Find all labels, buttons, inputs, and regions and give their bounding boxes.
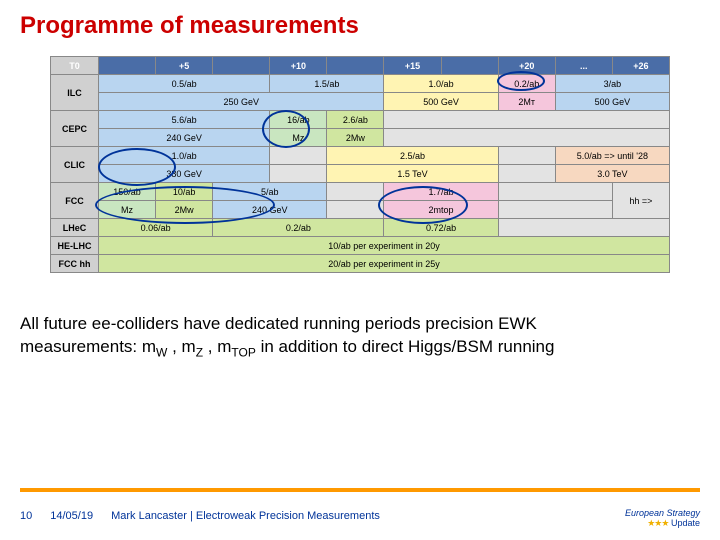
- footer-date: 14/05/19: [50, 510, 93, 522]
- row-header: CEPC: [51, 111, 99, 147]
- data-cell: [498, 183, 612, 201]
- page-number: 10: [20, 510, 32, 522]
- table-row: 240 GeVMz2Mw: [51, 129, 670, 147]
- table-row: FCC hh20/ab per experiment in 25y: [51, 255, 670, 273]
- data-cell: 10/ab: [156, 183, 213, 201]
- footer-author: Mark Lancaster | Electroweak Precision M…: [111, 510, 380, 522]
- data-cell: 2.6/ab: [327, 111, 384, 129]
- col-header: +10: [270, 57, 327, 75]
- data-cell: 5.6/ab: [99, 111, 270, 129]
- data-cell: Mz: [270, 129, 327, 147]
- data-cell: 2Mw: [156, 201, 213, 219]
- row-header: LHeC: [51, 219, 99, 237]
- data-cell: Mz: [99, 201, 156, 219]
- data-cell: [498, 201, 612, 219]
- col-header: T0: [51, 57, 99, 75]
- data-cell: 2Mw: [327, 129, 384, 147]
- timeline-table: T0+5+10+15+20...+26 ILC0.5/ab1.5/ab1.0/a…: [50, 56, 670, 273]
- data-cell: 240 GeV: [99, 129, 270, 147]
- data-cell: 1.5/ab: [270, 75, 384, 93]
- footer: 10 14/05/19 Mark Lancaster | Electroweak…: [20, 510, 700, 522]
- data-cell: 20/ab per experiment in 25y: [99, 255, 670, 273]
- row-header: HE-LHC: [51, 237, 99, 255]
- col-header: +5: [156, 57, 213, 75]
- data-cell: [498, 165, 555, 183]
- row-header: ILC: [51, 75, 99, 111]
- data-cell: 2Mᴛ: [498, 93, 555, 111]
- data-cell: [498, 219, 669, 237]
- data-cell: 0.2/ab: [213, 219, 384, 237]
- data-cell: 500 GeV: [555, 93, 669, 111]
- data-cell: 380 GeV: [99, 165, 270, 183]
- slide-title: Programme of measurements: [0, 0, 720, 48]
- data-cell: 240 GeV: [213, 201, 327, 219]
- summary-text: All future ee-colliders have dedicated r…: [0, 273, 720, 361]
- table-row: 250 GeV500 GeV2Mᴛ500 GeV: [51, 93, 670, 111]
- table-row: LHeC0.06/ab0.2/ab0.72/ab: [51, 219, 670, 237]
- data-cell: 150/ab: [99, 183, 156, 201]
- data-cell: 1.0/ab: [384, 75, 498, 93]
- table-row: CLIC1.0/ab2.5/ab5.0/ab => until '28: [51, 147, 670, 165]
- data-cell: 1.7/ab: [384, 183, 498, 201]
- data-cell: 500 GeV: [384, 93, 498, 111]
- european-strategy-logo: European Strategy ★★★ Update: [625, 509, 700, 528]
- divider-bar: [20, 488, 700, 492]
- data-cell: 16/ab: [270, 111, 327, 129]
- data-cell: 2.5/ab: [327, 147, 498, 165]
- data-cell: 250 GeV: [99, 93, 384, 111]
- col-header: [441, 57, 498, 75]
- row-header: CLIC: [51, 147, 99, 183]
- row-header: FCC hh: [51, 255, 99, 273]
- data-cell: hh =>: [612, 183, 669, 219]
- data-cell: [327, 201, 384, 219]
- data-cell: 0.2/ab: [498, 75, 555, 93]
- table-row: 380 GeV 1.5 TeV 3.0 TeV: [51, 165, 670, 183]
- data-cell: 1.5 TeV: [327, 165, 498, 183]
- col-header: ...: [555, 57, 612, 75]
- data-cell: 3.0 TeV: [555, 165, 669, 183]
- data-cell: [327, 183, 384, 201]
- col-header: +26: [612, 57, 669, 75]
- data-cell: 2mtop: [384, 201, 498, 219]
- col-header: +15: [384, 57, 441, 75]
- data-cell: [384, 129, 670, 147]
- col-header: +20: [498, 57, 555, 75]
- data-cell: 1.0/ab: [99, 147, 270, 165]
- data-cell: 0.5/ab: [99, 75, 270, 93]
- table-row: Mz2Mw240 GeV 2mtop: [51, 201, 670, 219]
- col-header: [327, 57, 384, 75]
- data-cell: [498, 147, 555, 165]
- timeline-table-wrap: T0+5+10+15+20...+26 ILC0.5/ab1.5/ab1.0/a…: [0, 48, 720, 273]
- table-row: CEPC5.6/ab16/ab2.6/ab: [51, 111, 670, 129]
- data-cell: [270, 147, 327, 165]
- data-cell: 0.72/ab: [384, 219, 498, 237]
- table-row: ILC0.5/ab1.5/ab1.0/ab0.2/ab3/ab: [51, 75, 670, 93]
- table-row: FCC150/ab10/ab5/ab1.7/abhh =>: [51, 183, 670, 201]
- col-header: [99, 57, 156, 75]
- data-cell: 0.06/ab: [99, 219, 213, 237]
- data-cell: [384, 111, 670, 129]
- data-cell: 10/ab per experiment in 20y: [99, 237, 670, 255]
- data-cell: 3/ab: [555, 75, 669, 93]
- col-header: [213, 57, 270, 75]
- data-cell: 5.0/ab => until '28: [555, 147, 669, 165]
- table-row: HE-LHC10/ab per experiment in 20y: [51, 237, 670, 255]
- data-cell: [270, 165, 327, 183]
- data-cell: 5/ab: [213, 183, 327, 201]
- row-header: FCC: [51, 183, 99, 219]
